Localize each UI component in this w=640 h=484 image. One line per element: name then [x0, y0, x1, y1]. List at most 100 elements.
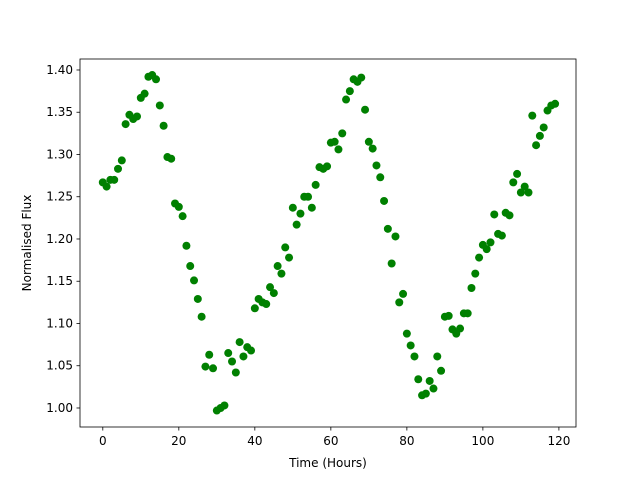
data-point	[201, 362, 210, 371]
data-point	[281, 243, 290, 252]
x-tick-label: 20	[171, 434, 186, 448]
data-point	[155, 101, 164, 110]
data-point	[182, 241, 191, 250]
data-point	[262, 300, 271, 309]
data-point	[437, 366, 446, 375]
y-tick-label: 1.15	[46, 274, 73, 288]
y-axis-label: Normalised Flux	[20, 195, 34, 292]
data-point	[497, 231, 506, 240]
data-point	[296, 209, 305, 218]
data-point	[414, 375, 423, 384]
data-point	[152, 75, 161, 84]
data-point	[516, 188, 525, 197]
data-point	[372, 161, 381, 170]
y-tick-label: 1.05	[46, 359, 73, 373]
data-point	[410, 352, 419, 361]
data-point	[209, 364, 218, 373]
data-point	[220, 401, 229, 410]
data-point	[383, 224, 392, 233]
data-point	[357, 73, 366, 82]
data-point	[239, 352, 248, 361]
data-point	[102, 182, 111, 191]
data-point	[342, 95, 351, 104]
data-point	[387, 259, 396, 268]
data-point	[475, 253, 484, 262]
data-point	[486, 238, 495, 247]
data-point	[539, 123, 548, 132]
data-point	[133, 112, 142, 121]
data-point	[247, 346, 256, 355]
data-point	[524, 188, 533, 197]
data-point	[482, 245, 491, 254]
y-tick-label: 1.25	[46, 190, 73, 204]
data-point	[197, 312, 206, 321]
data-point	[513, 169, 522, 178]
data-point	[402, 329, 411, 338]
y-tick-label: 1.10	[46, 316, 73, 330]
y-tick-label: 1.20	[46, 232, 73, 246]
data-point	[117, 156, 126, 165]
data-point	[174, 202, 183, 211]
data-point	[231, 368, 240, 377]
data-point	[235, 338, 244, 347]
data-point	[376, 173, 385, 182]
data-point	[395, 298, 404, 307]
data-point	[250, 304, 259, 313]
data-point	[311, 180, 320, 189]
data-point	[205, 350, 214, 359]
data-point	[471, 269, 480, 278]
data-point	[114, 164, 123, 173]
data-point	[288, 203, 297, 212]
x-axis-label: Time (Hours)	[288, 456, 367, 470]
data-point	[490, 210, 499, 219]
data-point	[285, 253, 294, 262]
data-point	[190, 276, 199, 285]
data-point	[224, 349, 233, 358]
y-tick-label: 1.40	[46, 63, 73, 77]
x-tick-label: 100	[471, 434, 494, 448]
data-point	[110, 175, 119, 184]
data-point	[380, 196, 389, 205]
data-point	[444, 311, 453, 320]
y-tick-label: 1.30	[46, 147, 73, 161]
data-point	[193, 294, 202, 303]
data-point	[266, 283, 275, 292]
data-point	[368, 144, 377, 153]
data-point	[463, 309, 472, 318]
data-point	[228, 357, 237, 366]
data-point	[121, 120, 130, 129]
data-point	[167, 154, 176, 163]
data-point	[399, 289, 408, 298]
data-point	[178, 212, 187, 221]
data-point	[429, 384, 438, 393]
x-tick-label: 40	[247, 434, 262, 448]
data-point	[391, 232, 400, 241]
data-point	[425, 376, 434, 385]
x-tick-label: 0	[99, 434, 107, 448]
data-point	[334, 145, 343, 154]
data-point	[269, 289, 278, 298]
plot-frame	[79, 58, 577, 428]
data-point	[520, 182, 529, 191]
data-point	[406, 341, 415, 350]
y-tick-label: 1.00	[46, 401, 73, 415]
data-point	[273, 262, 282, 271]
data-point	[159, 121, 168, 130]
data-point	[505, 211, 514, 220]
data-point	[345, 87, 354, 96]
x-tick-label: 60	[323, 434, 338, 448]
data-point	[330, 137, 339, 146]
data-point	[304, 192, 313, 201]
data-point	[292, 220, 301, 229]
data-point	[361, 105, 370, 114]
data-point	[456, 324, 465, 333]
data-point	[421, 389, 430, 398]
y-tick-label: 1.35	[46, 105, 73, 119]
data-point	[307, 203, 316, 212]
data-point	[467, 283, 476, 292]
x-tick-label: 120	[547, 434, 570, 448]
data-point	[364, 137, 373, 146]
data-point	[528, 111, 537, 120]
data-point	[186, 262, 195, 271]
